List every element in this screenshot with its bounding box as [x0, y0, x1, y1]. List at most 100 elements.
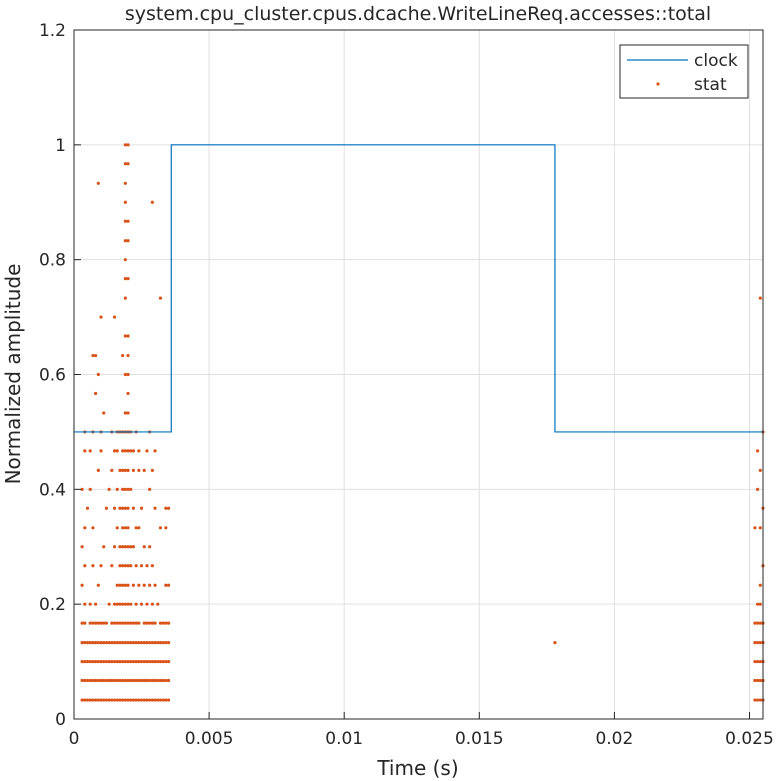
stat-point — [145, 621, 149, 625]
stat-point — [121, 353, 125, 358]
stat-point — [150, 698, 154, 702]
stat-point — [91, 564, 95, 568]
stat-point — [166, 659, 171, 664]
stat-point — [99, 621, 103, 625]
stat-point — [112, 449, 117, 453]
stat-point — [99, 449, 103, 453]
stat-point — [83, 564, 87, 568]
stat-point — [134, 621, 138, 625]
stat-point — [123, 621, 127, 625]
stat-point — [112, 545, 117, 549]
stat-point — [153, 621, 157, 625]
stat-point — [145, 659, 149, 664]
stat-point — [148, 698, 152, 702]
stat-point — [110, 678, 114, 683]
stat-point — [118, 621, 122, 625]
stat-point — [145, 641, 149, 645]
stat-point — [83, 641, 87, 645]
stat-point — [153, 506, 157, 510]
stat-point — [123, 219, 127, 223]
stat-point — [123, 449, 127, 453]
clock-line — [74, 144, 763, 433]
stat-point — [126, 487, 130, 491]
stat-point — [137, 659, 141, 664]
stat-point — [88, 621, 92, 625]
stat-point — [139, 641, 144, 645]
stat-point — [758, 659, 762, 664]
stat-point — [80, 583, 84, 587]
stat-point — [150, 678, 154, 683]
stat-point — [126, 621, 130, 625]
stat-point — [166, 506, 171, 510]
stat-point — [96, 659, 100, 664]
stat-point — [110, 659, 114, 664]
stat-point — [758, 621, 762, 625]
stat-point — [115, 526, 119, 530]
y-tick-label: 0.4 — [39, 480, 66, 500]
stat-point — [96, 621, 100, 625]
stat-point — [121, 698, 125, 702]
stat-point — [80, 621, 84, 625]
stat-point — [118, 659, 122, 664]
stat-point — [121, 468, 125, 472]
stat-point — [158, 641, 163, 645]
stat-point — [123, 372, 127, 377]
stat-point — [126, 277, 130, 281]
stat-point — [110, 698, 114, 702]
stat-point — [129, 678, 133, 683]
stat-point — [142, 698, 146, 702]
stat-point — [118, 506, 122, 510]
stat-point — [758, 678, 762, 683]
stat-point — [94, 391, 98, 396]
stat-point — [102, 641, 106, 645]
stat-point — [88, 659, 92, 664]
stat-point — [158, 698, 163, 702]
x-tick-label: 0.005 — [185, 729, 234, 749]
stat-point — [88, 487, 92, 491]
stat-point — [123, 583, 127, 587]
stat-point — [88, 449, 92, 453]
y-tick-label: 0 — [55, 710, 66, 730]
stat-point — [121, 487, 125, 491]
stat-point — [96, 641, 100, 645]
stat-point — [107, 487, 111, 491]
stat-point — [107, 602, 111, 606]
stat-point — [126, 641, 130, 645]
stat-point — [129, 602, 133, 606]
stat-point — [158, 621, 163, 625]
stat-point — [118, 468, 122, 472]
stat-point — [753, 621, 757, 625]
stat-point — [102, 698, 106, 702]
stat-point — [153, 641, 157, 645]
stat-point — [123, 411, 127, 415]
stat-point — [126, 353, 130, 358]
stat-point — [115, 659, 119, 664]
stat-point — [121, 449, 125, 453]
stat-point — [753, 698, 757, 702]
stat-point — [161, 678, 165, 683]
stat-point — [110, 564, 114, 568]
stat-point — [112, 659, 117, 664]
stat-point — [123, 296, 127, 300]
stat-point — [156, 659, 160, 664]
stat-point — [88, 698, 92, 702]
legend-stat-label: stat — [694, 75, 727, 95]
stat-point — [148, 678, 152, 683]
stat-point — [139, 698, 144, 702]
stat-point — [121, 564, 125, 568]
stat-point — [126, 564, 130, 568]
stat-point — [112, 506, 117, 510]
stat-point — [164, 506, 168, 510]
x-tick-label: 0.02 — [595, 729, 633, 749]
stat-point — [150, 621, 154, 625]
stat-point — [126, 411, 130, 415]
stat-point — [156, 698, 160, 702]
stat-point — [94, 659, 98, 664]
stat-point — [131, 698, 136, 702]
stat-point — [96, 698, 100, 702]
stat-point — [123, 277, 127, 281]
stat-point — [94, 602, 98, 606]
stat-point — [94, 353, 98, 358]
legend-box — [619, 44, 749, 99]
stat-point — [150, 659, 154, 664]
